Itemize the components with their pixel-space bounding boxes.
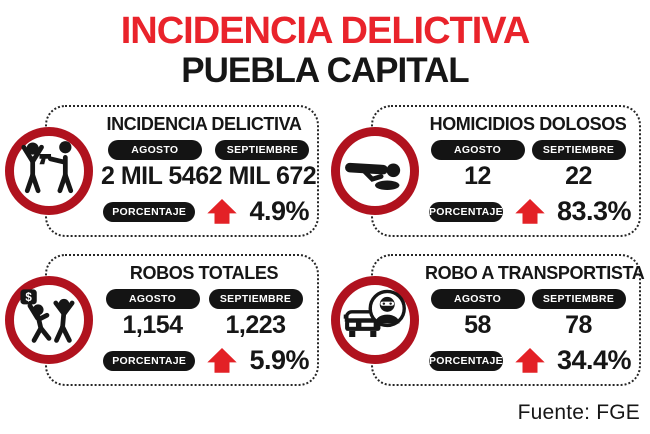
porcentaje-pill: PORCENTAJE — [103, 201, 196, 222]
value-septiembre: 22 — [565, 162, 592, 190]
panel-title: HOMICIDIOS DOLOSOS — [429, 114, 627, 134]
main-title-black: PUEBLA CAPITAL — [181, 50, 469, 90]
percent-value: 5.9% — [249, 345, 309, 375]
source-credit: Fuente: FGE — [517, 401, 640, 424]
porcentaje-pill: PORCENTAJE — [429, 201, 503, 222]
month-pill-septiembre: SEPTIEMBRE — [531, 140, 626, 160]
value-agosto: 2 MIL 546 — [101, 162, 209, 190]
month-pill-septiembre: SEPTIEMBRE — [208, 289, 303, 309]
gun-robbery-icon — [5, 127, 93, 215]
up-arrow-icon — [514, 199, 546, 224]
percent-value: 4.9% — [249, 196, 309, 226]
up-arrow-icon — [514, 348, 546, 373]
porcentaje-pill: PORCENTAJE — [429, 350, 503, 371]
percent-value: 83.3% — [556, 196, 632, 226]
svg-text:$: $ — [25, 292, 32, 304]
value-agosto: 58 — [464, 311, 491, 339]
percent-value: 34.4% — [556, 345, 632, 375]
up-arrow-icon — [206, 199, 238, 224]
money-bag-thief-icon: $ — [5, 276, 93, 364]
month-pill-agosto: AGOSTO — [430, 140, 525, 160]
vehicle-robber-icon — [331, 276, 419, 364]
value-agosto: 1,154 — [122, 311, 183, 339]
page-header: INCIDENCIA DELICTIVA PUEBLA CAPITAL — [0, 10, 650, 90]
value-agosto: 12 — [464, 162, 491, 190]
month-pill-agosto: AGOSTO — [430, 289, 525, 309]
month-pill-agosto: AGOSTO — [107, 140, 202, 160]
porcentaje-pill: PORCENTAJE — [103, 350, 196, 371]
month-pill-septiembre: SEPTIEMBRE — [215, 140, 310, 160]
main-title-red: INCIDENCIA DELICTIVA — [120, 10, 531, 52]
value-septiembre: 2 MIL 672 — [208, 162, 317, 190]
up-arrow-icon — [206, 348, 238, 373]
panel-homicidios-dolosos: HOMICIDIOS DOLOSOS AGOSTO 12 SEPTIEMBRE … — [331, 105, 641, 237]
panel-robos-totales: $ ROBOS TOTALES AGOSTO 1,154 SEPTIEMBRE … — [5, 254, 319, 386]
panel-robo-a-transportista: ROBO A TRANSPORTISTA AGOSTO 58 SEPTIEMBR… — [331, 254, 645, 386]
panel-title: INCIDENCIA DELICTIVA — [106, 114, 302, 134]
month-pill-septiembre: SEPTIEMBRE — [531, 289, 626, 309]
value-septiembre: 78 — [565, 311, 592, 339]
homicide-body-icon — [331, 127, 419, 215]
month-pill-agosto: AGOSTO — [105, 289, 200, 309]
panel-incidencia-delictiva: INCIDENCIA DELICTIVA AGOSTO 2 MIL 546 SE… — [5, 105, 319, 237]
panel-title: ROBOS TOTALES — [129, 263, 279, 283]
value-septiembre: 1,223 — [225, 311, 286, 339]
panel-title: ROBO A TRANSPORTISTA — [425, 263, 645, 283]
